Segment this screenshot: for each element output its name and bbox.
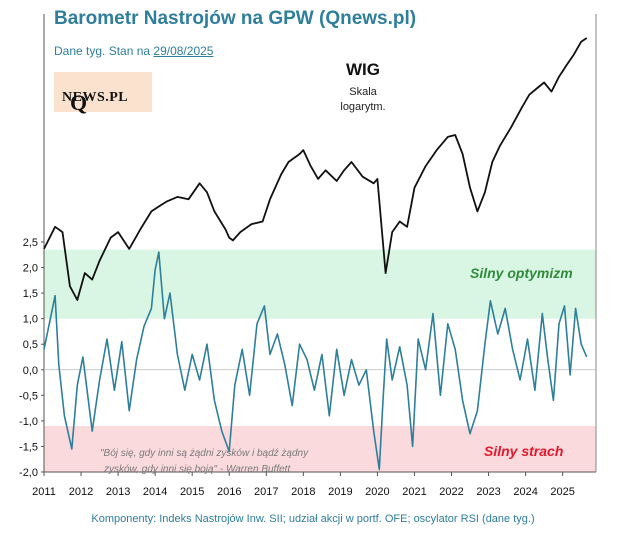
chart-subtitle: Dane tyg. Stan na 29/08/2025 — [54, 44, 213, 58]
y-tick-label: -1,5 — [19, 441, 38, 453]
barometer-series-line — [43, 251, 588, 471]
x-tick-label: 2019 — [328, 486, 352, 498]
y-tick-label: -0,5 — [19, 390, 38, 402]
wig-scale-note: Skala logarytm. — [336, 85, 390, 115]
subtitle-date: 29/08/2025 — [153, 44, 214, 58]
quote-line-1: "Bój się, gdy inni są żądni zysków i bąd… — [100, 448, 309, 459]
x-tick-label: 2015 — [180, 486, 204, 498]
y-tick-label: 2,5 — [23, 237, 38, 249]
optimism-zone-label: Silny optymizm — [470, 265, 573, 281]
y-tick-label: 1,0 — [23, 314, 38, 326]
wig-scale-line2: logarytm. — [340, 101, 386, 113]
y-tick-label: -1,0 — [19, 416, 38, 428]
x-tick-label: 2017 — [254, 486, 278, 498]
subtitle-prefix: Dane tyg. Stan na — [54, 44, 154, 58]
x-tick-label: 2024 — [513, 486, 537, 498]
x-tick-label: 2011 — [32, 486, 56, 498]
chart-footer: Komponenty: Indeks Nastrojów Inw. SII; u… — [91, 513, 535, 525]
x-tick-label: 2012 — [69, 486, 93, 498]
y-tick-label: 2,0 — [23, 263, 38, 275]
zone-fear — [44, 426, 596, 472]
wig-title: WIG — [346, 60, 380, 79]
y-tick-label: 1,5 — [23, 288, 38, 300]
wig-series-line — [43, 37, 588, 301]
x-tick-label: 2018 — [291, 486, 315, 498]
y-tick-label: 0,0 — [23, 365, 38, 377]
qnews-logo: Q NEWS.PL — [54, 72, 152, 115]
chart-title: Barometr Nastrojów na GPW (Qnews.pl) — [54, 8, 417, 29]
quote-line-2: zysków, gdy inni się boją" - Warren Buff… — [103, 464, 291, 475]
x-tick-label: 2022 — [439, 486, 463, 498]
x-tick-label: 2013 — [106, 486, 130, 498]
y-tick-label: 0,5 — [23, 339, 38, 351]
x-tick-label: 2020 — [365, 486, 389, 498]
logo-letter: Q — [70, 90, 88, 115]
y-tick-label: -2,0 — [19, 467, 38, 479]
x-tick-label: 2025 — [550, 486, 574, 498]
fear-zone-label: Silny strach — [484, 443, 563, 459]
x-tick-label: 2023 — [476, 486, 500, 498]
x-tick-label: 2021 — [402, 486, 426, 498]
wig-scale-line1: Skala — [349, 86, 377, 98]
x-tick-label: 2014 — [143, 486, 167, 498]
logo-text: NEWS.PL — [62, 90, 129, 105]
zone-optimism — [44, 249, 596, 319]
x-tick-label: 2016 — [217, 486, 241, 498]
